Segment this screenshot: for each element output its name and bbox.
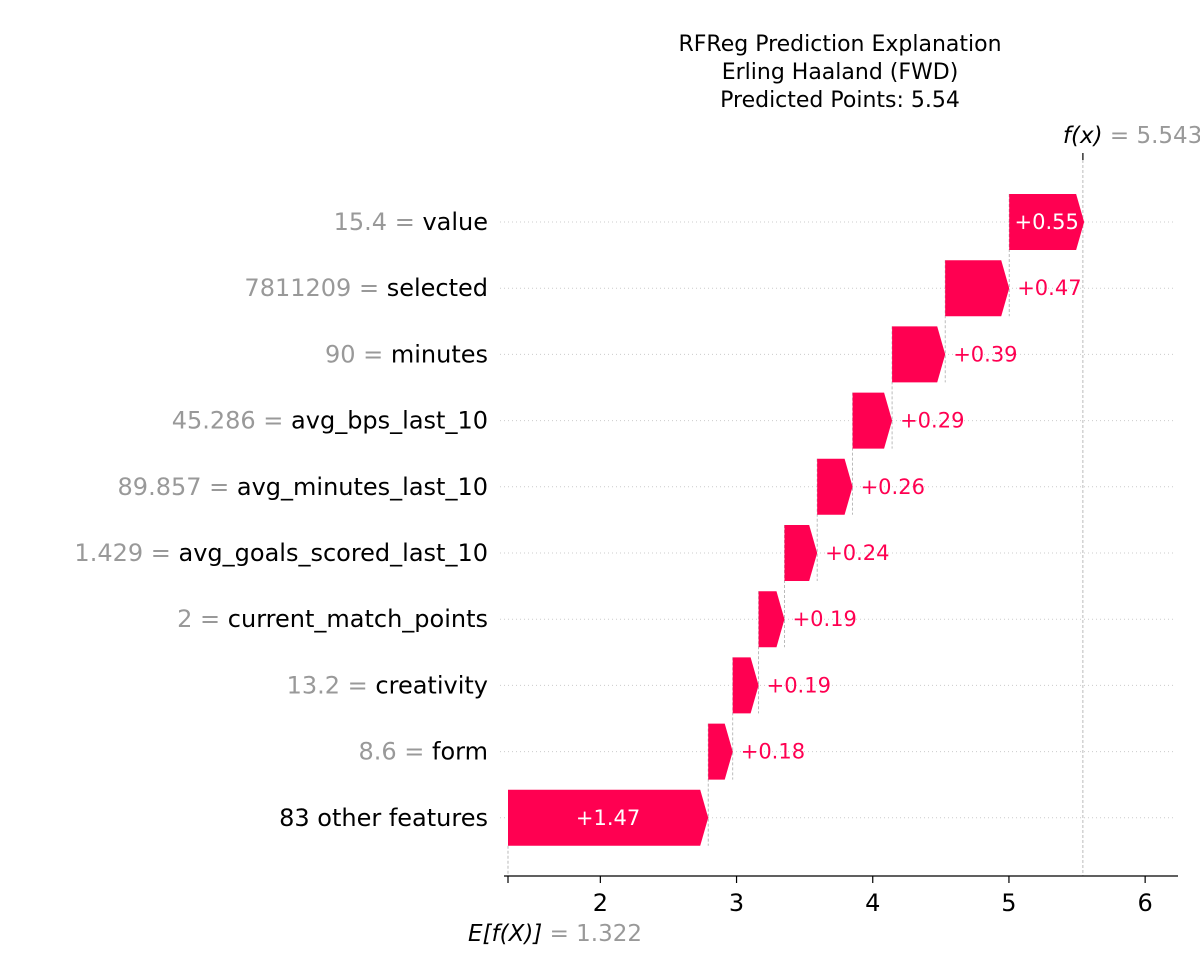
- contribution-bar[interactable]: [852, 392, 893, 449]
- feature-name: value: [422, 208, 488, 236]
- contribution-bar[interactable]: [817, 458, 853, 515]
- feature-value: 8.6 =: [358, 738, 432, 766]
- contribution-bar[interactable]: [1009, 194, 1085, 250]
- feature-name: creativity: [375, 671, 488, 699]
- feature-label: 90 = minutes: [325, 340, 488, 368]
- feature-label: 45.286 = avg_bps_last_10: [172, 407, 488, 435]
- x-tick-label: 2: [593, 889, 608, 917]
- chart-title-line-1: RFReg Prediction Explanation: [678, 32, 1002, 57]
- x-tick-label: 6: [1138, 889, 1153, 917]
- feature-value: 13.2 =: [287, 671, 376, 699]
- contribution-label: +0.39: [953, 342, 1017, 366]
- feature-value: 45.286 =: [172, 407, 291, 435]
- chart-title-line-2: Erling Haaland (FWD): [721, 60, 959, 85]
- contribution-label: +0.19: [767, 673, 831, 697]
- output-value-annotation: f(x) = 5.543: [1063, 123, 1200, 149]
- contribution-label: +1.47: [576, 806, 640, 830]
- contribution-bar[interactable]: [508, 789, 709, 846]
- contribution-label: +0.18: [741, 740, 805, 764]
- output-value-number: = 5.543: [1110, 123, 1200, 149]
- contribution-label: +0.55: [1014, 210, 1078, 234]
- contribution-label: +0.24: [825, 541, 889, 565]
- feature-value: 90 =: [325, 340, 391, 368]
- contribution-bar[interactable]: [945, 260, 1010, 317]
- feature-label: 15.4 = value: [334, 208, 488, 236]
- feature-name: avg_minutes_last_10: [237, 473, 488, 501]
- contribution-bar[interactable]: [732, 657, 759, 714]
- chart-title-line-3: Predicted Points: 5.54: [720, 88, 960, 113]
- feature-label: 1.429 = avg_goals_scored_last_10: [74, 539, 488, 567]
- contribution-label: +0.29: [900, 409, 964, 433]
- feature-value: 7811209 =: [244, 274, 386, 302]
- output-value-name: f(x): [1063, 123, 1110, 149]
- feature-label: 8.6 = form: [358, 738, 488, 766]
- feature-label: 83 other features: [279, 804, 488, 832]
- contribution-bar[interactable]: [758, 591, 785, 648]
- feature-value: 89.857 =: [118, 473, 237, 501]
- contribution-label: +0.19: [792, 607, 856, 631]
- contribution-bar[interactable]: [784, 525, 818, 581]
- feature-label: 7811209 = selected: [244, 274, 488, 302]
- contribution-bar[interactable]: [708, 723, 733, 780]
- feature-label: 13.2 = creativity: [287, 671, 488, 699]
- feature-label: 2 = current_match_points: [177, 605, 488, 633]
- contribution-bar[interactable]: [892, 326, 946, 383]
- contribution-label: +0.47: [1017, 276, 1081, 300]
- base-value-number: = 1.322: [550, 921, 642, 947]
- feature-value: 1.429 =: [74, 539, 178, 567]
- x-tick-label: 4: [865, 889, 880, 917]
- feature-value: 15.4 =: [334, 208, 423, 236]
- contribution-label: +0.26: [861, 475, 925, 499]
- feature-name: current_match_points: [228, 605, 488, 633]
- base-value-name: E[f(X)]: [468, 921, 550, 947]
- feature-name: avg_bps_last_10: [291, 407, 488, 435]
- feature-name: 83 other features: [279, 804, 488, 832]
- feature-name: avg_goals_scored_last_10: [179, 539, 489, 567]
- feature-name: form: [432, 738, 488, 766]
- x-tick-label: 5: [1001, 889, 1016, 917]
- feature-value: 2 =: [177, 605, 228, 633]
- feature-name: minutes: [391, 340, 488, 368]
- feature-name: selected: [387, 274, 488, 302]
- base-value-annotation: E[f(X)] = 1.322: [468, 921, 642, 947]
- x-tick-label: 3: [729, 889, 744, 917]
- feature-label: 89.857 = avg_minutes_last_10: [118, 473, 488, 501]
